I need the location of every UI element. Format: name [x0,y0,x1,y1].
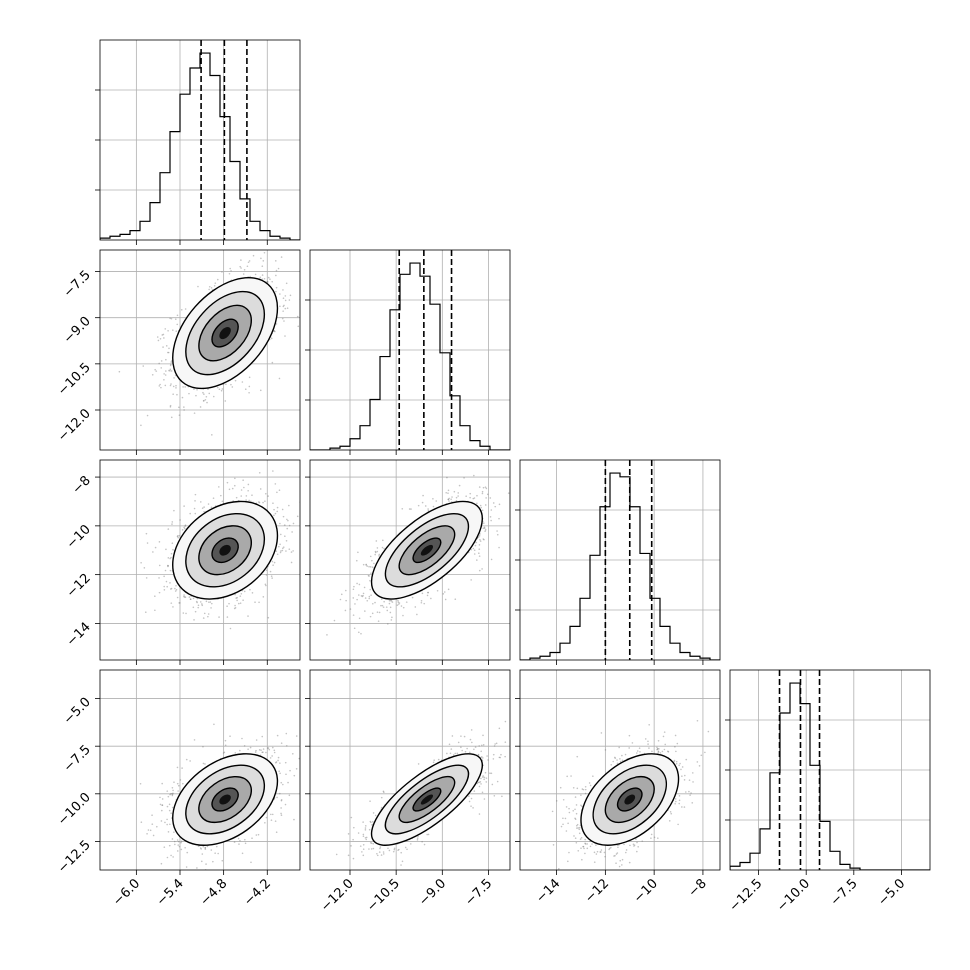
density-level-4 [219,794,231,805]
contour-line-1 [185,512,266,588]
scatter-panel-1-2 [305,459,511,665]
contour-line-1 [592,764,668,835]
density-level-4 [420,544,434,556]
contour-line-2 [604,775,655,824]
contour-line-0 [172,500,279,600]
scatter-panel-0-2: −14 −12 −10 −8 [64,459,301,665]
density-level-4 [624,794,636,805]
histogram-panel-0 [95,39,301,245]
x-tick-label: −8 [686,876,710,900]
histogram-step-1 [310,262,510,450]
contour-line-1 [185,290,266,376]
y-tick-label: −12 [64,571,94,601]
histogram-panel-2 [515,459,721,665]
x-tick-label: −10 [631,876,661,906]
contour-line-3 [412,787,442,812]
y-tick-label: −12.5 [55,838,94,877]
axes-frame [99,249,301,451]
x-tick-label: −7.5 [462,876,495,909]
contour-line-0 [370,753,484,846]
y-tick-label: −5.0 [61,695,94,728]
contour-line-0 [580,753,680,846]
contour-line-2 [398,525,456,576]
density-level-4 [219,326,231,340]
axes-frame [309,669,511,871]
axes-frame [519,669,721,871]
histogram-step-0 [100,52,300,240]
histogram-panel-3: −12.5 −10.0 −7.5 −5.0 [725,669,931,915]
contour-line-1 [185,764,266,835]
x-tick-label: −4.8 [198,876,231,909]
y-tick-label: −10.0 [55,790,94,829]
x-tick-label: −12 [582,876,612,906]
contour-line-3 [616,787,643,812]
axes-frame [309,249,511,451]
contour-line-0 [172,276,279,390]
y-tick-label: −12.0 [55,406,94,445]
y-tick-label: −14 [64,620,94,650]
scatter-panel-0-1: −12.0 −10.5 −9.0 −7.5 [55,249,301,455]
contour-line-0 [172,753,279,846]
contour-line-0 [370,500,484,600]
scatter-panel-0-3: −12.5 −10.0 −7.5 −5.0 −6.0 −5.4 −4.8 −4.2 [55,669,301,909]
contour-line-3 [211,318,239,348]
x-tick-label: −5.0 [875,876,908,909]
axes-frame [309,459,511,661]
y-tick-label: −10.5 [55,360,94,399]
axes-frame [99,39,301,241]
axes-frame [99,459,301,661]
density-level-4 [420,794,434,805]
x-tick-label: −6.0 [110,876,143,909]
density-level-4 [219,544,231,556]
y-tick-label: −10 [64,522,94,552]
contour-line-3 [211,537,239,564]
histogram-step-3 [730,682,930,870]
x-tick-label: −7.5 [828,876,861,909]
contour-line-3 [211,787,239,812]
contour-line-2 [398,775,456,824]
x-tick-label: −5.4 [154,876,187,909]
x-tick-label: −12.5 [727,876,766,915]
axes-frame [99,669,301,871]
y-tick-label: −7.5 [61,742,94,775]
x-tick-label: −10.0 [774,876,813,915]
x-tick-label: −10.5 [364,876,403,915]
histogram-panel-1 [305,249,511,455]
y-tick-label: −9.0 [61,314,94,347]
x-tick-label: −12.0 [318,876,357,915]
contour-line-2 [198,775,252,824]
contour-line-2 [198,525,252,576]
contour-line-1 [384,512,470,588]
contour-line-2 [198,304,252,362]
histogram-step-2 [520,472,720,660]
scatter-panel-2-3: −14 −12 −10 −8 [515,669,721,906]
scatter-panel-1-3: −12.0 −10.5 −9.0 −7.5 [305,669,511,915]
axes-frame [519,459,721,661]
contour-line-1 [384,764,470,835]
contour-line-3 [412,537,442,564]
axes-frame [729,669,931,871]
x-tick-label: −9.0 [416,876,449,909]
x-tick-label: −4.2 [241,876,274,909]
y-tick-label: −8 [70,473,94,497]
y-tick-label: −7.5 [61,268,94,301]
x-tick-label: −14 [533,876,563,906]
